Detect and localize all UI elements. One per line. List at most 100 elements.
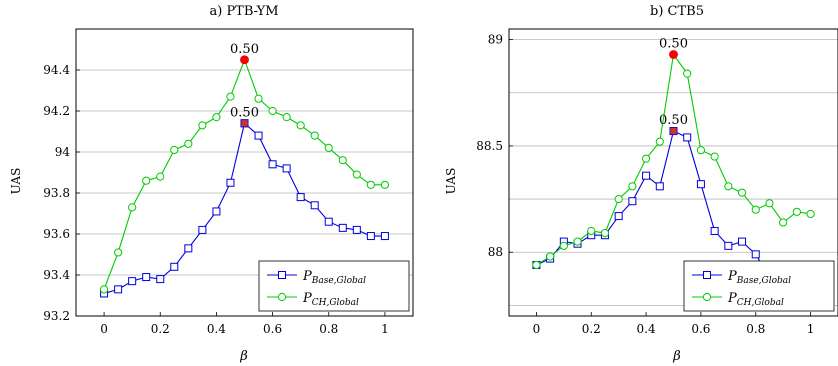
plot-frame bbox=[75, 28, 414, 317]
data-point bbox=[573, 237, 582, 246]
data-point bbox=[142, 176, 151, 185]
data-point bbox=[254, 131, 263, 140]
data-point bbox=[738, 237, 747, 246]
data-point bbox=[600, 228, 610, 238]
series-line bbox=[103, 58, 385, 290]
x-tick-label: 0.6 bbox=[263, 322, 282, 336]
legend bbox=[683, 260, 835, 312]
x-axis-label: β bbox=[239, 349, 248, 364]
data-point bbox=[114, 285, 123, 294]
legend-label: PBase,Global bbox=[302, 269, 366, 286]
legend bbox=[258, 260, 410, 312]
legend-label: PBase,Global bbox=[727, 269, 791, 286]
data-point bbox=[170, 262, 179, 271]
data-point bbox=[296, 193, 305, 202]
data-point bbox=[226, 178, 235, 187]
highlight-point bbox=[240, 55, 249, 65]
data-point bbox=[587, 226, 596, 236]
data-point bbox=[128, 277, 137, 286]
x-tick-label: 0 bbox=[533, 322, 541, 336]
y-axis-label: UAS bbox=[9, 168, 23, 195]
data-point bbox=[696, 146, 706, 155]
data-point bbox=[212, 207, 221, 216]
data-point bbox=[226, 92, 235, 101]
y-tick-label: 93.6 bbox=[43, 227, 70, 241]
legend-marker bbox=[703, 271, 711, 279]
data-point bbox=[184, 244, 193, 253]
y-tick-label: 88 bbox=[488, 245, 503, 259]
x-tick-label: 0 bbox=[100, 322, 108, 336]
data-point bbox=[366, 180, 375, 189]
x-tick-label: 1 bbox=[807, 322, 815, 336]
data-point bbox=[142, 273, 151, 282]
data-point bbox=[338, 223, 347, 232]
data-point bbox=[724, 182, 733, 191]
data-point bbox=[751, 205, 760, 214]
x-tick-label: 0.2 bbox=[151, 322, 170, 336]
x-tick-label: 0.2 bbox=[582, 322, 601, 336]
data-point bbox=[710, 152, 719, 161]
data-point bbox=[324, 217, 333, 226]
data-point bbox=[198, 121, 207, 130]
data-point bbox=[296, 121, 305, 130]
annotation-label: 0.50 bbox=[230, 105, 259, 120]
x-axis-label: β bbox=[672, 349, 681, 364]
x-tick-label: 0.8 bbox=[746, 322, 765, 336]
data-point bbox=[765, 199, 774, 208]
data-point bbox=[779, 218, 788, 227]
data-point bbox=[806, 209, 815, 219]
chart-title: b) CTB5 bbox=[650, 4, 704, 19]
data-point bbox=[641, 154, 651, 163]
data-point bbox=[628, 197, 637, 206]
data-point bbox=[338, 156, 347, 165]
y-tick-label: 93.4 bbox=[43, 268, 70, 282]
data-point bbox=[156, 172, 165, 181]
legend-label: PCH,Global bbox=[727, 291, 784, 308]
data-point bbox=[380, 180, 390, 189]
data-point bbox=[128, 203, 137, 212]
data-point bbox=[546, 252, 555, 261]
annotation-label: 0.50 bbox=[659, 113, 688, 128]
data-point bbox=[198, 225, 207, 234]
y-tick-label: 93.2 bbox=[43, 309, 70, 323]
x-tick-label: 1 bbox=[381, 322, 389, 336]
data-point bbox=[268, 160, 277, 169]
legend-marker bbox=[702, 292, 712, 302]
data-point bbox=[352, 225, 361, 234]
chart-title: a) PTB-YM bbox=[209, 4, 278, 19]
legend-label: PCH,Global bbox=[302, 291, 359, 308]
data-point bbox=[99, 285, 109, 294]
data-point bbox=[156, 275, 165, 284]
legend-marker bbox=[278, 271, 286, 279]
data-point bbox=[614, 194, 623, 204]
data-point bbox=[683, 133, 692, 142]
data-point bbox=[380, 232, 389, 241]
highlight-point bbox=[669, 50, 678, 59]
highlight-point bbox=[240, 119, 249, 128]
y-tick-label: 93.8 bbox=[43, 186, 70, 200]
data-point bbox=[310, 131, 319, 140]
y-tick-label: 89 bbox=[488, 33, 503, 47]
x-tick-label: 0.4 bbox=[637, 322, 656, 336]
data-point bbox=[310, 201, 319, 210]
data-point bbox=[366, 232, 375, 241]
data-point bbox=[254, 94, 263, 103]
plot-frame bbox=[508, 28, 838, 317]
y-axis-label: UAS bbox=[444, 168, 458, 195]
y-tick-label: 88.5 bbox=[476, 139, 503, 153]
data-point bbox=[184, 139, 193, 148]
data-point bbox=[655, 137, 664, 146]
data-point bbox=[114, 248, 123, 257]
y-tick-label: 94 bbox=[55, 145, 71, 159]
y-tick-label: 94.4 bbox=[43, 63, 70, 77]
data-point bbox=[642, 171, 651, 180]
data-point bbox=[724, 241, 733, 250]
annotation-label: 0.50 bbox=[659, 37, 688, 52]
data-point bbox=[282, 113, 291, 122]
data-point bbox=[737, 188, 747, 197]
data-point bbox=[559, 241, 568, 250]
x-tick-label: 0.8 bbox=[319, 322, 338, 336]
data-point bbox=[212, 113, 221, 122]
data-point bbox=[170, 145, 179, 155]
series-line bbox=[536, 53, 811, 266]
